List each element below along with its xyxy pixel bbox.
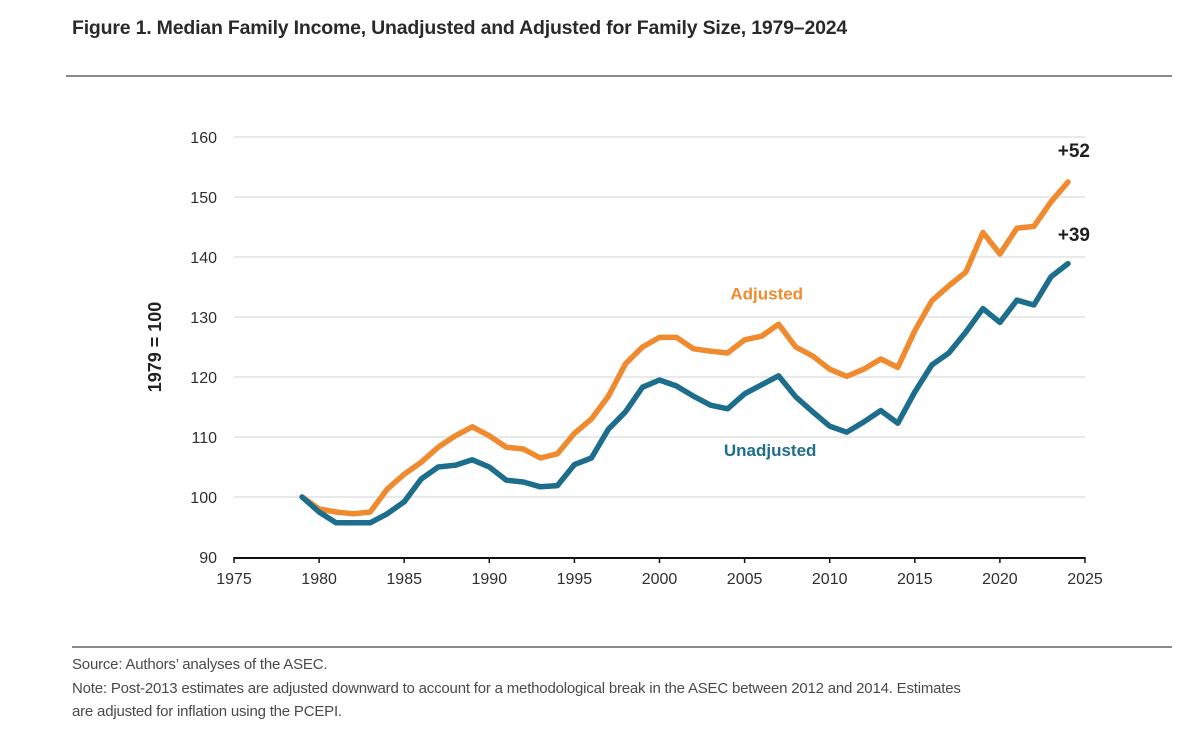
x-tick-label: 2010 [812, 571, 848, 588]
series-line-adjusted [299, 179, 1071, 517]
y-tick-label: 130 [190, 310, 217, 327]
end-value-label: +39 [1058, 225, 1090, 246]
y-axis-ticks: 90 100 110 120 130 140 150 160 [190, 130, 217, 567]
x-tick-label: 2020 [982, 571, 1018, 588]
x-tick-label: 1995 [557, 571, 593, 588]
annotations: Adjusted Unadjusted +52 +39 [724, 141, 1090, 460]
methodology-note-line-2: are adjusted for inflation using the PCE… [72, 703, 342, 720]
x-tick-label: 1990 [472, 571, 508, 588]
y-axis-label: 1979 = 100 [145, 302, 165, 393]
series-label-adjusted: Adjusted [730, 285, 803, 304]
source-note: Source: Authors’ analyses of the ASEC. [72, 656, 328, 673]
methodology-note-line-1: Note: Post-2013 estimates are adjusted d… [72, 680, 961, 697]
y-tick-label: 120 [190, 370, 217, 387]
x-axis: 1975 1980 1985 1990 1995 2000 2005 2010 2015 2020… [216, 557, 1103, 588]
x-tick-label: 2000 [642, 571, 678, 588]
y-tick-label: 90 [199, 550, 217, 567]
gridlines [234, 136, 1085, 498]
title-divider [66, 75, 1172, 77]
y-tick-label: 160 [190, 130, 217, 147]
x-tick-label: 2025 [1067, 571, 1103, 588]
series-line-unadjusted [299, 260, 1071, 526]
line-chart: 90 100 110 120 130 140 150 160 1975 1980 1985 1990… [145, 130, 1103, 588]
x-tick-label: 1980 [301, 571, 337, 588]
footer-divider [72, 646, 1172, 648]
x-tick-label: 2005 [727, 571, 763, 588]
series-label-unadjusted: Unadjusted [724, 441, 817, 460]
series-lines [299, 179, 1071, 526]
x-tick-label: 1985 [386, 571, 422, 588]
end-value-label: +52 [1058, 141, 1090, 162]
y-tick-label: 100 [190, 490, 217, 507]
y-tick-label: 140 [190, 250, 217, 267]
y-tick-label: 110 [191, 430, 217, 447]
x-tick-label: 1975 [216, 571, 252, 588]
x-tick-label: 2015 [897, 571, 933, 588]
y-tick-label: 150 [190, 190, 217, 207]
figure-title: Figure 1. Median Family Income, Unadjust… [72, 17, 848, 39]
